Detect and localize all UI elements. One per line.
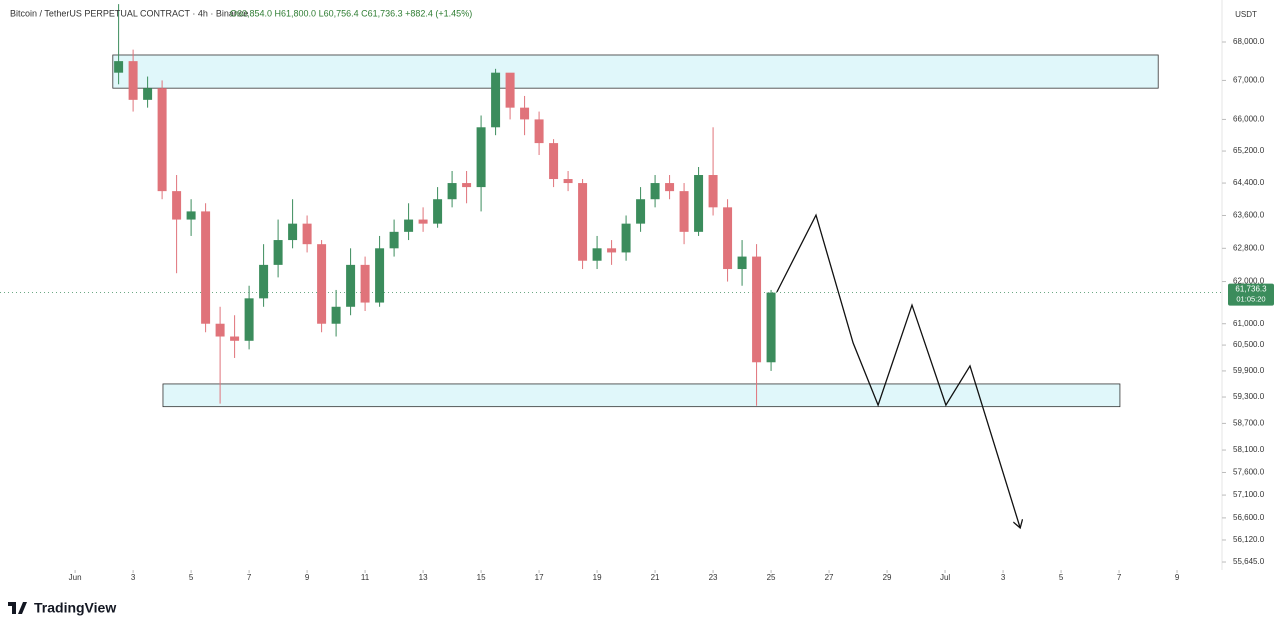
candle-body [317, 244, 327, 324]
candle-body [389, 231, 399, 249]
x-tick-label: 13 [419, 573, 428, 582]
candle-body [607, 248, 617, 253]
candle-body [636, 199, 646, 224]
candle-body [302, 223, 312, 245]
candle-body [708, 175, 718, 208]
y-tick-label: 62,800.0 [1233, 243, 1265, 252]
x-tick-label: 7 [1117, 573, 1122, 582]
x-tick-label: 3 [1001, 573, 1006, 582]
x-tick-label: 11 [361, 573, 370, 582]
candle-body [723, 207, 733, 270]
x-tick-label: 9 [1175, 573, 1180, 582]
x-tick-label: 27 [825, 573, 834, 582]
candle-body [230, 336, 240, 341]
zone [162, 383, 1121, 408]
candle-body [273, 240, 283, 265]
y-tick-label: 63,600.0 [1233, 211, 1265, 220]
x-tick-label: Jun [69, 573, 82, 582]
currency: USDT [1235, 10, 1257, 19]
y-tick-label: 56,120.0 [1233, 535, 1265, 544]
last-price-label: 61,736.3 [1235, 285, 1267, 294]
candle-body [592, 248, 602, 261]
x-tick-label: 19 [593, 573, 602, 582]
y-tick-label: 68,000.0 [1233, 37, 1265, 46]
projection-path [776, 213, 1020, 528]
y-tick-label: 61,000.0 [1233, 319, 1265, 328]
y-tick-label: 66,000.0 [1233, 115, 1265, 124]
candle-body [128, 61, 138, 100]
candle-body [462, 183, 472, 188]
candle-body [375, 248, 385, 303]
y-tick-label: 55,645.0 [1233, 557, 1265, 566]
x-tick-label: Jul [940, 573, 950, 582]
x-tick-label: 29 [883, 573, 892, 582]
candle-body [288, 223, 298, 241]
x-tick-label: 25 [767, 573, 776, 582]
candle-body [694, 175, 704, 232]
y-tick-label: 58,100.0 [1233, 445, 1265, 454]
countdown: 01:05:20 [1236, 295, 1265, 304]
candle-body [549, 143, 559, 180]
candle-body [752, 256, 762, 363]
candle-body [418, 219, 428, 224]
candle-body [331, 306, 341, 324]
x-tick-label: 5 [1059, 573, 1064, 582]
candle-body [143, 88, 153, 100]
candle-body [404, 219, 414, 232]
candle-body [360, 264, 370, 303]
x-tick-label: 7 [247, 573, 252, 582]
candle-body [766, 292, 776, 363]
brand: TradingView [34, 600, 116, 616]
candle-body [650, 183, 660, 200]
candle-body [520, 107, 530, 120]
x-tick-label: 5 [189, 573, 194, 582]
y-tick-label: 62,000.0 [1233, 277, 1265, 286]
candle-body [578, 183, 588, 261]
candle-body [737, 256, 747, 270]
candle-body [201, 211, 211, 324]
x-tick-label: 21 [651, 573, 660, 582]
candle-body [172, 191, 182, 220]
symbol: Bitcoin / TetherUS PERPETUAL CONTRACT · … [10, 8, 248, 18]
y-tick-label: 67,000.0 [1233, 76, 1265, 85]
candle-body [665, 183, 675, 192]
candle-body [679, 191, 689, 232]
candle-body [259, 264, 269, 299]
x-tick-label: 17 [535, 573, 544, 582]
candle-body [244, 298, 254, 341]
brand-logo: TradingView [8, 600, 116, 616]
y-tick-label: 59,300.0 [1233, 392, 1265, 401]
candle-body [621, 223, 631, 253]
candle-body [186, 211, 196, 220]
candle-body [476, 127, 486, 188]
y-tick-label: 65,200.0 [1233, 146, 1265, 155]
candle-body [563, 179, 573, 184]
y-tick-label: 64,400.0 [1233, 178, 1265, 187]
y-tick-label: 57,600.0 [1233, 468, 1265, 477]
y-tick-label: 60,500.0 [1233, 340, 1265, 349]
candle-body [534, 119, 544, 144]
x-tick-label: 9 [305, 573, 310, 582]
candle-body [491, 72, 501, 128]
candle-body [433, 199, 443, 224]
candle-body [346, 264, 356, 307]
y-tick-label: 57,100.0 [1233, 490, 1265, 499]
plot-area [0, 4, 1222, 528]
candle-body [157, 88, 167, 192]
x-tick-label: 3 [131, 573, 136, 582]
ohlc-header: O60,854.0 H61,800.0 L60,756.4 C61,736.3 … [230, 8, 472, 18]
y-tick-label: 56,600.0 [1233, 513, 1265, 522]
zone [112, 54, 1159, 89]
candle-body [114, 61, 124, 73]
candle-body [447, 183, 457, 200]
y-tick-label: 58,700.0 [1233, 419, 1265, 428]
x-tick-label: 23 [709, 573, 718, 582]
last-price-badge [1228, 283, 1274, 306]
y-tick-label: 59,900.0 [1233, 366, 1265, 375]
candle-body [215, 323, 225, 337]
candle-body [505, 72, 515, 108]
x-tick-label: 15 [477, 573, 486, 582]
